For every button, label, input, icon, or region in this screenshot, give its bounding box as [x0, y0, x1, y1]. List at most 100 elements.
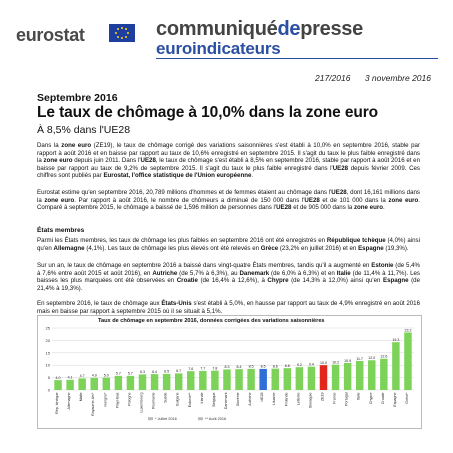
- bar-value-label: 12.6: [380, 355, 387, 359]
- bar: [114, 375, 123, 390]
- x-tick-label: Lituanie: [272, 393, 276, 406]
- legend-swatch: [198, 417, 203, 421]
- bar: [126, 375, 135, 390]
- x-tick-label: Pays-Bas: [115, 392, 119, 408]
- x-tick-label: Grèce*: [405, 392, 409, 404]
- bar-value-label: 10.2: [332, 361, 339, 365]
- x-tick-label: UE28: [260, 393, 264, 402]
- headline-title: Le taux de chômage à 10,0% dans la zone …: [37, 104, 379, 121]
- x-tick-label: ZE19: [321, 393, 325, 402]
- headline-subtitle: À 8,5% dans l'UE28: [37, 124, 131, 136]
- bar: [319, 365, 328, 390]
- bar: [307, 366, 316, 390]
- bar-value-label: 5.7: [116, 372, 121, 376]
- paragraph-5: En septembre 2016, le taux de chômage au…: [37, 300, 420, 315]
- x-tick-label: Allemagne: [67, 393, 71, 410]
- bar-value-label: 8.8: [285, 364, 290, 368]
- bar: [283, 368, 292, 390]
- bar: [271, 368, 279, 390]
- euroindicateurs-title: euroindicateurs: [156, 39, 281, 58]
- headline-month: Septembre 2016: [37, 92, 118, 104]
- x-tick-label: Danemark: [224, 392, 228, 409]
- bar: [90, 377, 98, 390]
- comm-word-1: communiqué: [156, 18, 278, 40]
- paragraph-2: Eurostat estime qu'en septembre 2016, 20…: [37, 189, 420, 212]
- legend-label: ** Août 2016: [205, 417, 226, 421]
- bar: [54, 380, 62, 390]
- release-reference: 217/2016 3 novembre 2016: [303, 73, 431, 83]
- bar: [235, 369, 243, 390]
- bar: [138, 374, 147, 390]
- x-tick-label: Finlande: [284, 393, 288, 407]
- bar: [102, 377, 111, 390]
- x-tick-label: Espagne: [393, 392, 397, 406]
- bar: [162, 373, 171, 390]
- x-tick-label: Malte: [79, 393, 83, 402]
- x-tick-label: Lettonie: [296, 393, 300, 406]
- y-tick-label: 15: [46, 350, 51, 355]
- x-tick-label: Irlande: [200, 393, 204, 404]
- comm-word-2: de: [277, 18, 301, 40]
- y-tick-label: 5: [48, 375, 51, 380]
- bar: [355, 360, 364, 390]
- bar-value-label: 9.4: [309, 362, 314, 366]
- bar-value-label: 7.7: [200, 367, 205, 371]
- release-number: 217/2016: [315, 73, 351, 83]
- bar-value-label: 11.7: [356, 357, 363, 361]
- bar: [331, 364, 340, 390]
- bar-value-label: 6.5: [164, 370, 169, 374]
- bar-value-label: 9.2: [297, 363, 302, 367]
- x-tick-label: Italie: [357, 393, 361, 401]
- bar-value-label: 4.1: [68, 376, 73, 380]
- bar-value-label: 8.3: [224, 365, 229, 369]
- y-tick-label: 10: [46, 363, 51, 368]
- bar: [187, 371, 195, 390]
- bar-value-label: 4.9: [92, 374, 97, 378]
- bar: [199, 370, 207, 390]
- paragraph-3: Parmi les États membres, les taux de chô…: [37, 237, 420, 252]
- x-tick-label: Slovénie: [236, 393, 240, 407]
- bar-value-label: 19.3: [392, 338, 399, 342]
- bar-value-label: 5.7: [128, 372, 133, 376]
- eurostat-logo: eurostat: [16, 25, 85, 45]
- bar: [211, 370, 219, 390]
- paragraph-1: Dans la zone euro (ZE19), le taux de chô…: [37, 142, 421, 180]
- release-header: eurostat communiquédepresse euroindicate…: [0, 0, 453, 70]
- chart-title: Taux de chômage en septembre 2016, donné…: [98, 318, 325, 324]
- bar-value-label: 8.6: [273, 364, 278, 368]
- bar: [380, 358, 388, 390]
- bar-value-label: 4.0: [56, 376, 61, 380]
- eu-flag-icon: [109, 24, 135, 42]
- bar: [392, 342, 400, 390]
- bar: [404, 332, 412, 390]
- bar-value-label: 6.7: [176, 369, 181, 373]
- release-date: 3 novembre 2016: [364, 73, 431, 83]
- bar: [150, 374, 159, 390]
- bar: [295, 367, 304, 390]
- x-tick-label: Croatie: [381, 393, 385, 405]
- bar-value-label: 4.7: [80, 374, 85, 378]
- x-tick-label: Hongrie*: [103, 392, 107, 407]
- x-tick-label: Belgique: [212, 393, 216, 407]
- bar: [66, 379, 74, 390]
- bar: [259, 368, 267, 390]
- x-tick-label: France: [333, 393, 337, 404]
- bar-value-label: 8.4: [237, 365, 242, 369]
- x-tick-label: Pologne: [127, 393, 131, 406]
- x-tick-label: Slovaquie: [308, 393, 312, 409]
- bar: [368, 360, 376, 390]
- bar-value-label: 6.3: [140, 370, 145, 374]
- y-tick-label: 25: [46, 326, 51, 331]
- bar: [223, 369, 231, 390]
- legend-label: * Juillet 2016: [155, 417, 177, 421]
- x-tick-label: Roumanie: [152, 393, 156, 409]
- bar-value-label: 7.6: [188, 367, 193, 371]
- x-tick-label: Chypre: [369, 393, 373, 405]
- comm-word-3: presse: [300, 18, 363, 40]
- x-tick-label: Portugal: [345, 392, 349, 406]
- x-tick-label: Rép. tchèque: [55, 393, 59, 414]
- bar-value-label: 10.0: [320, 361, 327, 365]
- unemployment-chart: Taux de chômage en septembre 2016, donné…: [37, 315, 422, 429]
- x-tick-label: Royaume-Uni*: [91, 392, 95, 416]
- bar-value-label: 10.9: [344, 359, 351, 363]
